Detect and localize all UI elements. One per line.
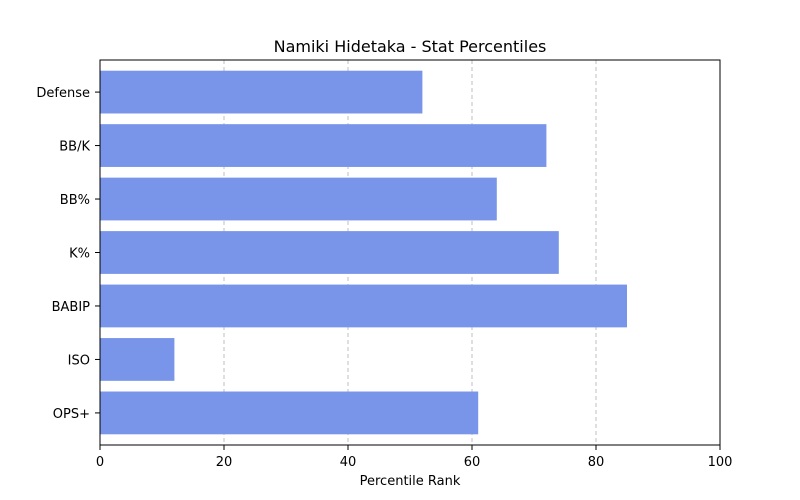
y-tick-label: BABIP [52,300,91,315]
x-tick-label: 0 [96,455,104,470]
bar-bb-k [100,124,547,167]
y-tick-label: BB/K [59,140,90,155]
x-tick-label: 100 [708,455,733,470]
bar-bb- [100,177,497,221]
bar-defense [100,70,423,114]
bar-k- [100,231,559,274]
y-tick-label: ISO [68,353,90,368]
y-tick-label: OPS+ [53,407,90,422]
x-tick-label: 40 [340,455,357,470]
bars [100,70,627,435]
x-tick-label: 20 [216,455,233,470]
x-tick-label: 60 [464,455,481,470]
y-axis-ticks: Defense BB/K BB% K% BABIP ISO OPS+ [36,86,100,422]
y-tick-label: BB% [60,193,90,208]
x-axis-ticks: 0 20 40 60 80 100 [96,445,733,470]
bar-babip [100,284,627,328]
x-axis-label: Percentile Rank [360,474,461,489]
bar-ops- [100,391,479,435]
y-tick-label: Defense [36,86,90,101]
y-tick-label: K% [69,247,90,262]
x-tick-label: 80 [588,455,605,470]
bar-iso [100,338,175,381]
chart-title: Namiki Hidetaka - Stat Percentiles [274,37,547,56]
